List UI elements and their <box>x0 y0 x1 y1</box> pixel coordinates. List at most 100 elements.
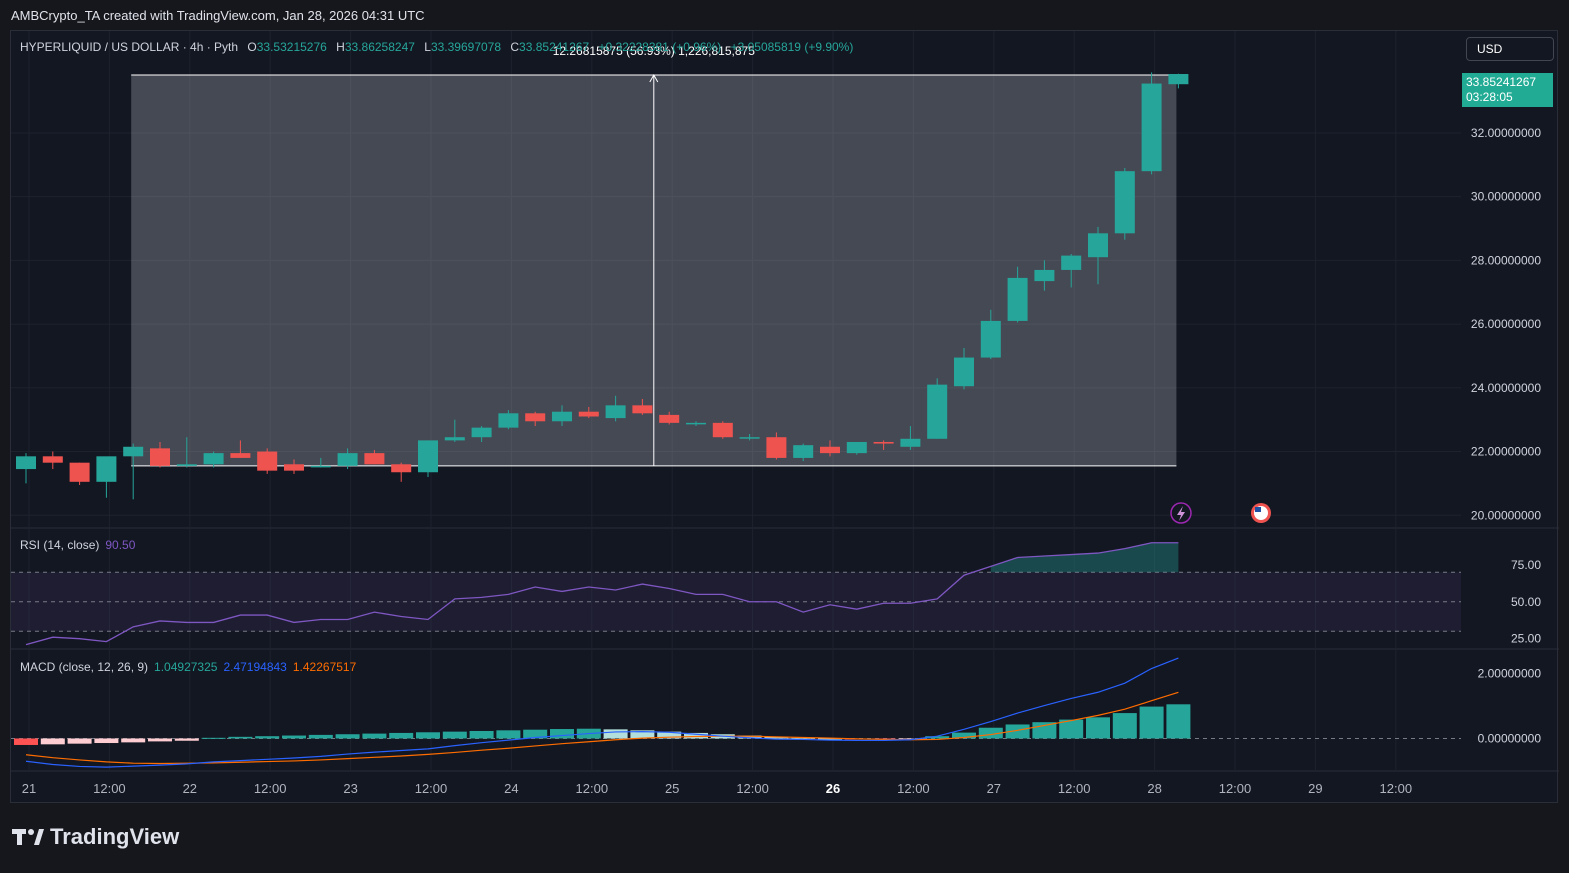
change-value: +0.32228381 (+0.96%) <box>598 40 722 54</box>
high-value: 33.86258247 <box>344 40 415 54</box>
candles <box>16 72 1189 500</box>
x-tick-label: 23 <box>343 781 357 796</box>
candle-body <box>525 413 546 422</box>
candle-body <box>552 411 572 422</box>
chart-header: AMBCrypto_TA created with TradingView.co… <box>11 8 425 23</box>
macd-signal-value: 1.42267517 <box>292 660 357 674</box>
candle-body <box>1088 233 1108 258</box>
candle-body <box>16 456 36 470</box>
macd-hist-bar <box>952 732 976 739</box>
candle-body <box>766 437 787 458</box>
macd-signal-line <box>25 691 1179 765</box>
candle-body <box>659 414 680 423</box>
lightning-icon <box>1170 502 1192 524</box>
x-tick-label: 12:00 <box>897 781 930 796</box>
candle-body <box>1061 255 1082 270</box>
axes: 21 12:00 22 12:00 23 12:00 24 12:00 25 12:00 26 12:… <box>22 126 1542 796</box>
close-value: 33.85241267 <box>519 40 590 54</box>
low-value: 33.39697078 <box>430 40 502 54</box>
us-flag-icon <box>1251 503 1271 523</box>
macd-hist-bar <box>416 732 440 739</box>
currency-button[interactable]: USD <box>1466 37 1554 61</box>
macd-hist-bar <box>1086 717 1110 739</box>
rsi-tick-label: 50.00 <box>1511 595 1541 609</box>
x-tick-label: 12:00 <box>576 781 609 796</box>
candle-body <box>203 453 224 465</box>
macd-hist-bar <box>550 729 574 739</box>
low-label: L <box>424 40 431 54</box>
macd-tick-label: 2.00000000 <box>1478 666 1542 680</box>
macd-pane <box>11 657 1461 768</box>
rsi-pane <box>11 542 1461 646</box>
chart-svg[interactable]: 12.26815875 (56.93%) 1,226,815,875 21 12:… <box>11 31 1559 804</box>
macd-hist-bar <box>898 738 923 740</box>
candle-body <box>418 440 438 473</box>
candle-body <box>444 437 465 441</box>
macd-line <box>25 657 1179 768</box>
symbol-legend[interactable]: HYPERLIQUID / US DOLLAR · 4h · Pyth O33.… <box>20 40 853 54</box>
candle-body <box>1141 83 1162 172</box>
candle-body <box>605 405 626 419</box>
macd-hist-bar <box>791 737 816 739</box>
rsi-tick-label: 25.00 <box>1511 632 1541 646</box>
x-tick-label: 12:00 <box>736 781 769 796</box>
rsi-legend[interactable]: RSI (14, close) 90.50 <box>20 538 135 552</box>
macd-hist-bar <box>255 736 280 739</box>
x-tick-label: 12:00 <box>1058 781 1091 796</box>
macd-hist-bar <box>14 738 38 745</box>
measure-tool: 12.26815875 (56.93%) 1,226,815,875 <box>131 44 1177 467</box>
macd-hist-bar <box>1005 724 1030 739</box>
macd-hist-bar <box>228 736 253 739</box>
candle-body <box>498 413 519 428</box>
x-tick-label: 12:00 <box>1380 781 1413 796</box>
rsi-value: 90.50 <box>105 538 136 552</box>
x-tick-label: 22 <box>183 781 197 796</box>
macd-hist-bar <box>389 732 414 739</box>
candle-body <box>1007 277 1028 321</box>
y-tick-label: 24.00000000 <box>1471 381 1541 395</box>
symbol-name: HYPERLIQUID / US DOLLAR · 4h · Pyth <box>20 40 239 54</box>
event-markers <box>1170 502 1271 524</box>
macd-hist-bar <box>469 730 494 739</box>
y-tick-label: 20.00000000 <box>1471 508 1541 522</box>
macd-hist-bar <box>603 729 628 739</box>
candle-body <box>846 441 867 454</box>
chart-panel[interactable]: 12.26815875 (56.93%) 1,226,815,875 21 12:… <box>10 30 1559 804</box>
tradingview-brand: TradingView <box>12 824 179 850</box>
y-tick-label: 22.00000000 <box>1471 445 1541 459</box>
macd-value: 2.47194843 <box>223 660 287 674</box>
x-tick-label: 28 <box>1147 781 1161 796</box>
candle-body <box>1168 74 1189 85</box>
brand-text: TradingView <box>50 824 180 849</box>
macd-hist-bar <box>1032 722 1057 739</box>
macd-tick-label: 0.00000000 <box>1478 731 1542 745</box>
macd-hist-bar <box>1166 704 1191 739</box>
macd-hist-bar <box>1112 713 1137 739</box>
macd-hist-bar <box>201 737 226 739</box>
measure-label: 12.26815875 (56.93%) 1,226,815,875 <box>553 44 755 58</box>
macd-hist-bar <box>67 738 92 744</box>
candle-body <box>980 320 1001 358</box>
bar-countdown: 03:28:05 <box>1466 90 1513 104</box>
open-value: 33.53215276 <box>256 40 327 54</box>
rsi-tick-label: 75.00 <box>1511 558 1541 572</box>
candle-body <box>364 453 385 465</box>
macd-legend[interactable]: MACD (close, 12, 26, 9) 1.04927325 2.47194… <box>20 660 356 674</box>
macd-hist-bar <box>362 733 387 739</box>
macd-hist-value: 1.04927325 <box>154 660 218 674</box>
macd-hist-bar <box>335 734 360 739</box>
y-tick-label: 32.00000000 <box>1471 126 1541 140</box>
last-price-tag: 33.85241267 03:28:05 <box>1462 73 1553 107</box>
candle-body <box>873 441 894 444</box>
candle-body <box>632 405 653 414</box>
macd-hist-bar <box>308 734 333 739</box>
candle-body <box>1114 171 1135 234</box>
candle-body <box>69 462 90 482</box>
x-tick-label: 12:00 <box>1219 781 1252 796</box>
close-label: C <box>510 40 520 54</box>
macd-hist-bar <box>148 738 172 742</box>
rsi-line <box>25 542 1179 646</box>
candle-body <box>954 357 974 387</box>
x-tick-label: 12:00 <box>254 781 287 796</box>
change2-value: +3.05085819 (+9.90%) <box>730 40 854 54</box>
